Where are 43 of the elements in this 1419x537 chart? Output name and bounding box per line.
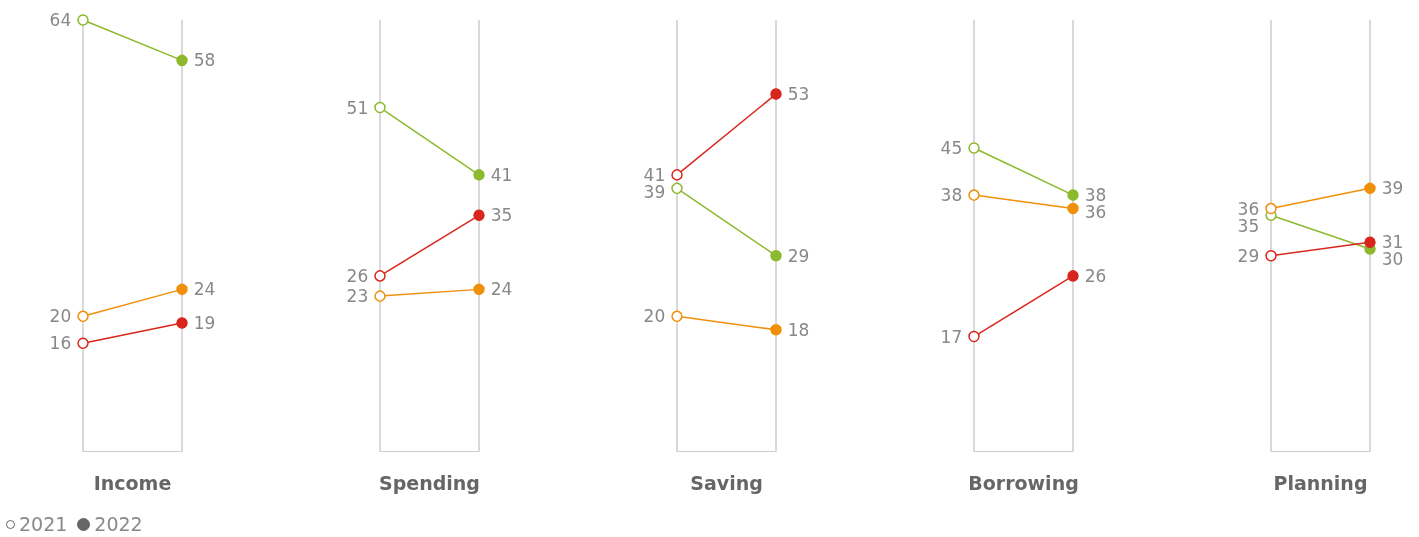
point [770, 88, 782, 100]
data-label: 18 [787, 319, 810, 340]
data-label: 45 [940, 137, 963, 158]
data-label: 64 [49, 10, 72, 30]
data-label: 20 [643, 306, 666, 327]
x-axis-title: Borrowing [968, 471, 1079, 494]
text: 2022 [94, 513, 143, 535]
data-label: 41 [490, 164, 513, 185]
data-label: 51 [346, 97, 369, 118]
data-label: 23 [346, 286, 369, 307]
data-label: 35 [490, 205, 513, 226]
data-label: 53 [787, 84, 810, 105]
x-axis-title: Planning [1273, 471, 1368, 494]
point [1067, 202, 1079, 215]
point [1364, 236, 1376, 248]
data-label: 29 [787, 245, 810, 266]
point [1067, 270, 1079, 282]
x-axis-title: Spending [379, 471, 480, 494]
text: 2021 [19, 513, 68, 535]
data-label: 58 [193, 50, 216, 71]
point [473, 169, 485, 181]
point [1364, 182, 1376, 195]
point [1067, 189, 1079, 201]
data-label: 16 [49, 333, 72, 354]
x-axis-title: Saving [690, 471, 763, 494]
data-label: 38 [940, 185, 963, 206]
data-label: 20 [49, 306, 72, 327]
x-axis-title: Income [93, 471, 172, 494]
data-label: 19 [193, 313, 216, 334]
point [473, 283, 485, 296]
point [770, 324, 782, 336]
data-label: 39 [1381, 178, 1404, 199]
point [176, 283, 188, 296]
data-label: 26 [1084, 265, 1107, 286]
point [473, 209, 485, 222]
data-label: 24 [193, 279, 216, 300]
point [176, 54, 188, 67]
point [176, 317, 188, 329]
data-label: 17 [940, 326, 963, 347]
data-label: 29 [1237, 245, 1260, 266]
point [770, 249, 782, 262]
data-label: 26 [346, 265, 369, 286]
data-label: 24 [490, 279, 513, 300]
